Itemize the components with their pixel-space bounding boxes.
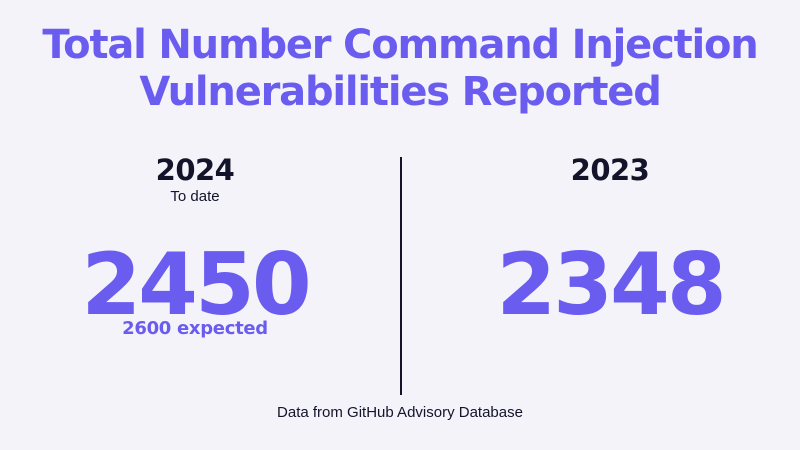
value-2023: 2348 [496,235,726,335]
title-line-1: Total Number Command Injection [42,22,758,68]
vertical-divider [400,157,402,395]
expected-note: 2600 expected [122,318,268,339]
stat-2024: 2024 To date 2450 2600 expected [40,152,350,339]
title-line-2: Vulnerabilities Reported [139,69,662,115]
to-date-label: To date [170,188,220,205]
value-2024: 2450 [81,235,311,335]
page-title: Total Number Command Injection Vulnerabi… [0,22,800,116]
stat-2023: 2023 2348 [455,152,765,330]
year-label-2023: 2023 [570,153,650,187]
year-label-2024: 2024 [155,153,235,187]
source-footnote: Data from GitHub Advisory Database [277,404,523,421]
